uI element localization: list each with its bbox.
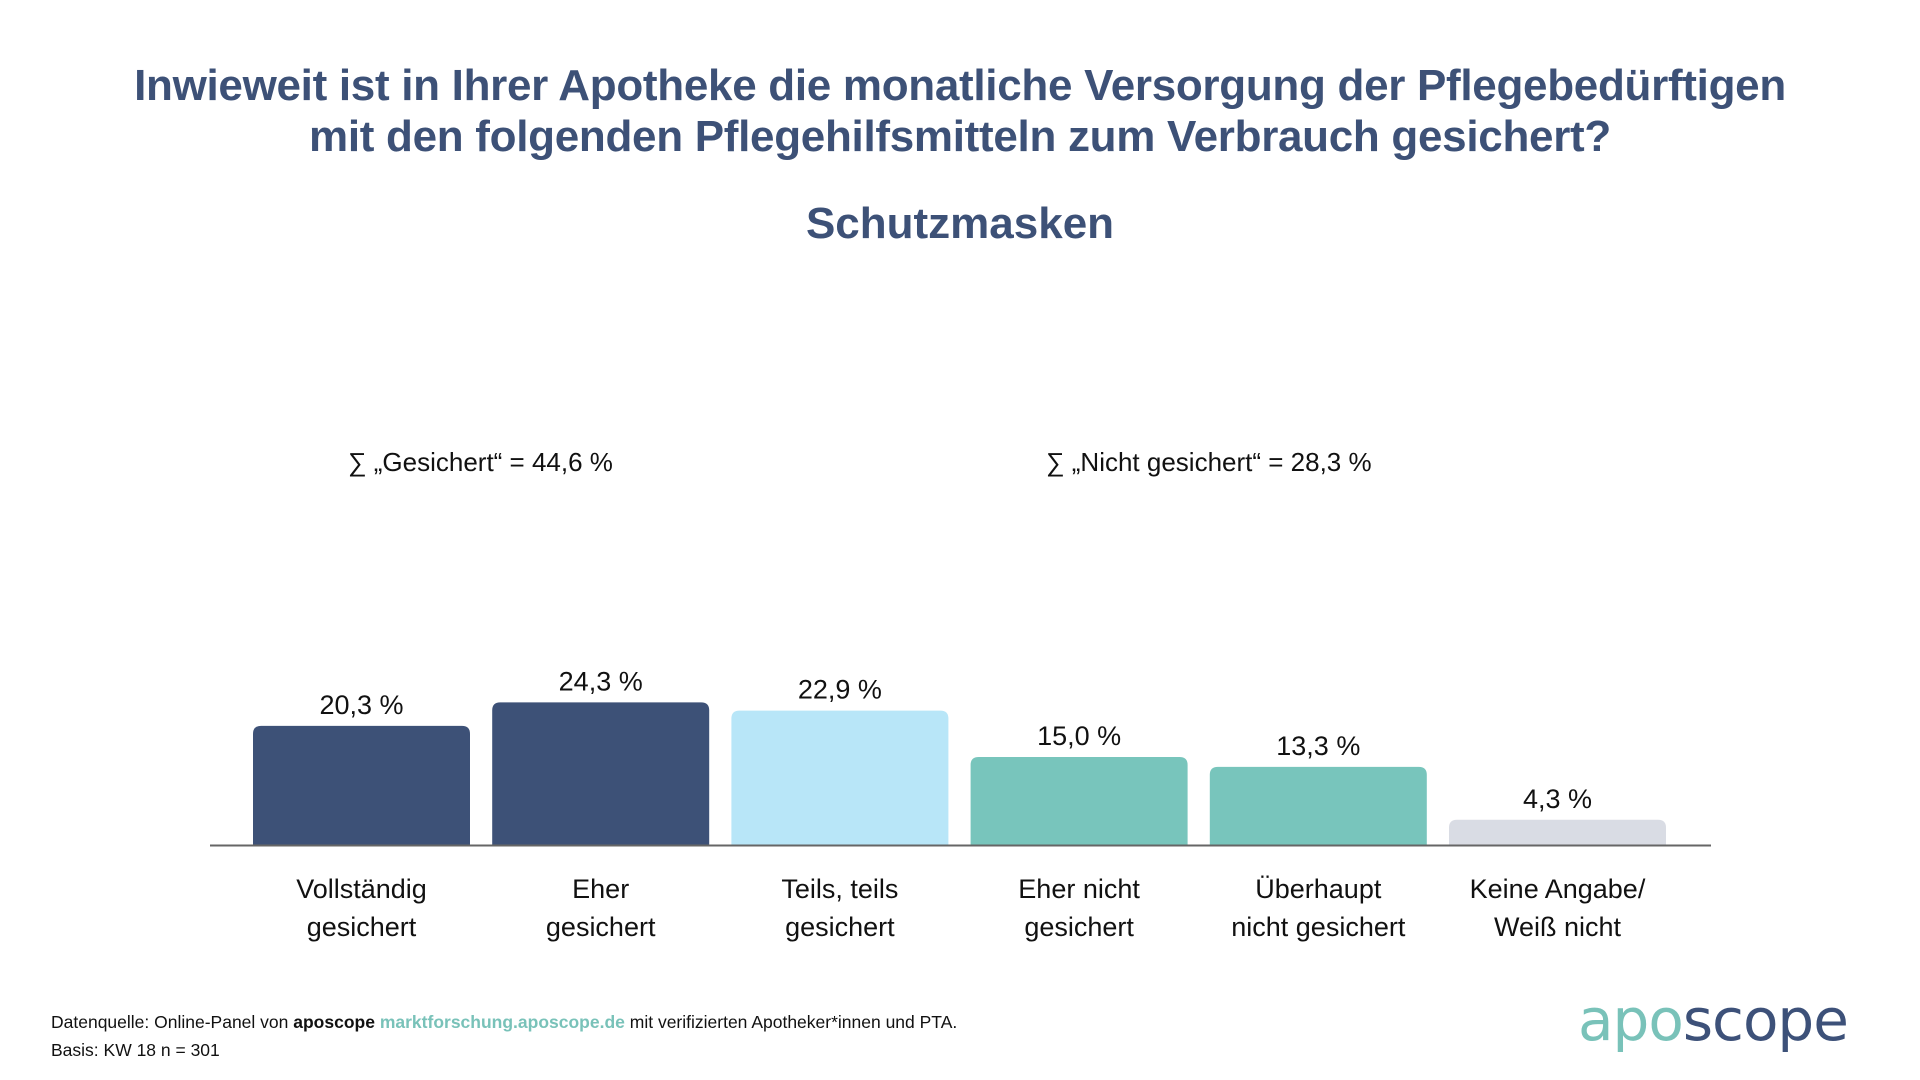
bar — [731, 710, 949, 845]
category-label-line: Vollständig — [296, 874, 427, 904]
category-label-line: Keine Angabe/ — [1469, 874, 1646, 904]
category-label-line: gesichert — [1024, 912, 1134, 942]
footer-basis: Basis: KW 18 n = 301 — [51, 1040, 220, 1060]
footer-source-suffix: mit verifizierten Apotheker*innen und PT… — [624, 1012, 958, 1032]
bar — [970, 756, 1188, 845]
footer-source: Datenquelle: Online-Panel von aposcope m… — [51, 1008, 957, 1036]
category-label-line: Eher — [572, 874, 630, 904]
bar-value-label: 20,3 % — [319, 690, 403, 720]
category-label-line: Überhaupt — [1255, 874, 1382, 904]
sum-annotation-gesichert: ∑ „Gesichert“ = 44,6 % — [348, 447, 613, 477]
category-label-line: Weiß nicht — [1493, 912, 1622, 942]
bar — [253, 725, 470, 845]
category-label: Eher gesichert — [481, 870, 721, 946]
footer: Datenquelle: Online-Panel von aposcope m… — [51, 1008, 957, 1064]
category-label: Überhaupt nicht gesichert — [1198, 870, 1438, 946]
category-label: Eher nicht gesichert — [959, 870, 1199, 946]
bar — [492, 702, 710, 845]
category-label-line: gesichert — [545, 912, 656, 942]
footer-source-prefix: Datenquelle: Online-Panel von — [51, 1012, 294, 1032]
bar-value-label: 15,0 % — [1037, 721, 1121, 751]
sum-annotation-nicht-gesichert: ∑ „Nicht gesichert“ = 28,3 % — [1046, 447, 1372, 477]
bar — [1449, 819, 1666, 845]
bar-value-label: 24,3 % — [559, 666, 643, 696]
footer-link[interactable]: marktforschung.aposcope.de — [379, 1012, 625, 1032]
category-label: Teils, teils gesichert — [720, 870, 960, 946]
chart-subtitle: Schutzmasken — [805, 199, 1115, 248]
category-label-line: gesichert — [785, 912, 895, 942]
footer-brand: aposcope — [293, 1012, 375, 1032]
chart-title-line-2: mit den folgenden Pflegehilfsmitteln zum… — [309, 112, 1611, 161]
bar-value-label: 13,3 % — [1276, 731, 1360, 761]
bar-value-label: 22,9 % — [798, 675, 882, 705]
category-label: Vollständig gesichert — [242, 870, 482, 946]
logo-part-apo: apo — [1578, 986, 1684, 1054]
bar — [1209, 766, 1427, 845]
category-label-line: Eher nicht — [1018, 874, 1140, 904]
chart-title-line-1: Inwieweit ist in Ihrer Apotheke die mona… — [134, 61, 1786, 110]
category-label-line: gesichert — [306, 912, 417, 942]
category-label-line: Teils, teils — [781, 874, 899, 904]
category-label-line: nicht gesichert — [1231, 912, 1406, 942]
category-label: Keine Angabe/Weiß nicht — [1438, 870, 1678, 946]
aposcope-logo: aposcope — [1578, 985, 1849, 1055]
logo-part-scope: scope — [1682, 986, 1849, 1054]
bar-value-label: 4,3 % — [1523, 784, 1592, 814]
chart-title: Inwieweit ist in Ihrer Apotheke die mona… — [0, 60, 1920, 162]
